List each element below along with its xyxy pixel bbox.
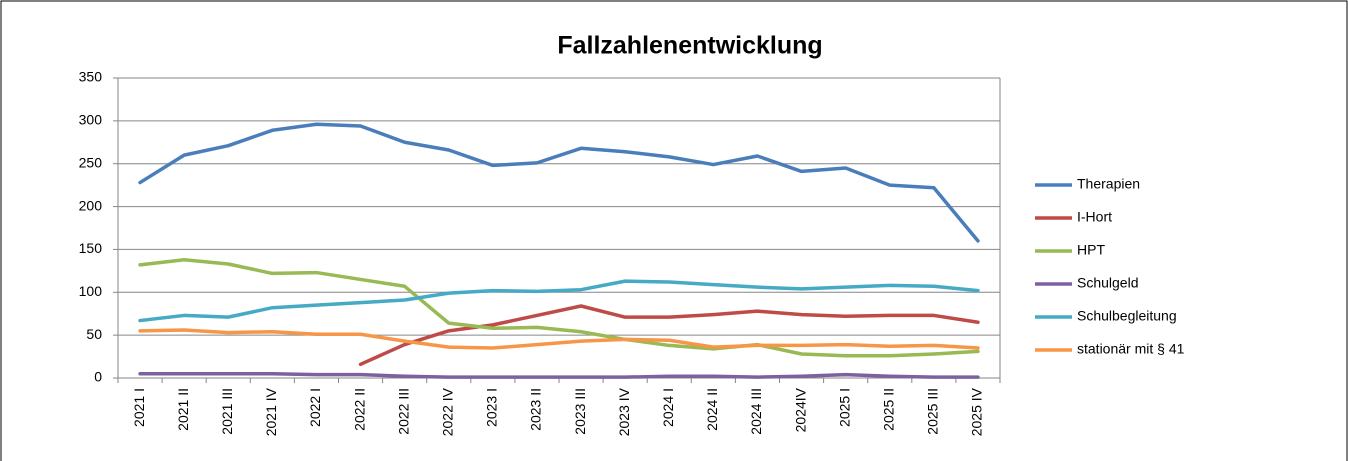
x-tick-label: 2021 IV (263, 387, 279, 436)
legend-label: Schulbegleitung (1077, 308, 1177, 324)
series-line (138, 328, 980, 350)
x-tick-label: 2022 IV (439, 387, 455, 436)
x-tick-label: 2024 II (704, 388, 720, 431)
x-tick-label: 2023 IV (616, 387, 632, 436)
x-tick-label: 2021 I (131, 388, 147, 427)
x-tick-label: 2021 II (175, 388, 191, 431)
y-tick-label: 350 (79, 69, 103, 85)
legend-label: stationär mit § 41 (1077, 341, 1185, 357)
x-tick-label: 2023 I (484, 388, 500, 427)
x-tick-label: 2024 III (748, 388, 764, 435)
series-line (138, 122, 980, 243)
x-tick-label: 2025 IV (969, 387, 985, 436)
legend-label: HPT (1077, 242, 1105, 258)
legend-label: Schulgeld (1077, 275, 1139, 291)
x-tick-label: 2024IV (792, 387, 808, 432)
x-tick-label: 2025 III (925, 388, 941, 435)
legend-label: I-Hort (1077, 209, 1112, 225)
x-tick-label: 2021 III (219, 388, 235, 435)
series-line (358, 304, 980, 367)
y-tick-label: 0 (94, 369, 102, 385)
x-tick-label: 2023 III (572, 388, 588, 435)
y-tick-label: 250 (79, 154, 103, 170)
y-tick-label: 150 (79, 240, 103, 256)
y-tick-label: 200 (79, 197, 103, 213)
y-tick-label: 100 (79, 283, 103, 299)
y-tick-label: 300 (79, 112, 103, 128)
x-tick-label: 2025 I (836, 388, 852, 427)
series-line (138, 257, 980, 358)
series-line (138, 371, 980, 379)
chart-title: Fallzahlenentwicklung (557, 32, 822, 60)
x-tick-label: 2022 II (351, 388, 367, 431)
x-tick-label: 2024 I (660, 388, 676, 427)
x-tick-label: 2023 II (528, 388, 544, 431)
x-tick-label: 2022 III (395, 388, 411, 435)
legend-label: Therapien (1077, 176, 1140, 192)
y-tick-label: 50 (86, 326, 102, 342)
x-tick-label: 2025 II (880, 388, 896, 431)
x-tick-label: 2022 I (307, 388, 323, 427)
series-line (138, 279, 980, 323)
